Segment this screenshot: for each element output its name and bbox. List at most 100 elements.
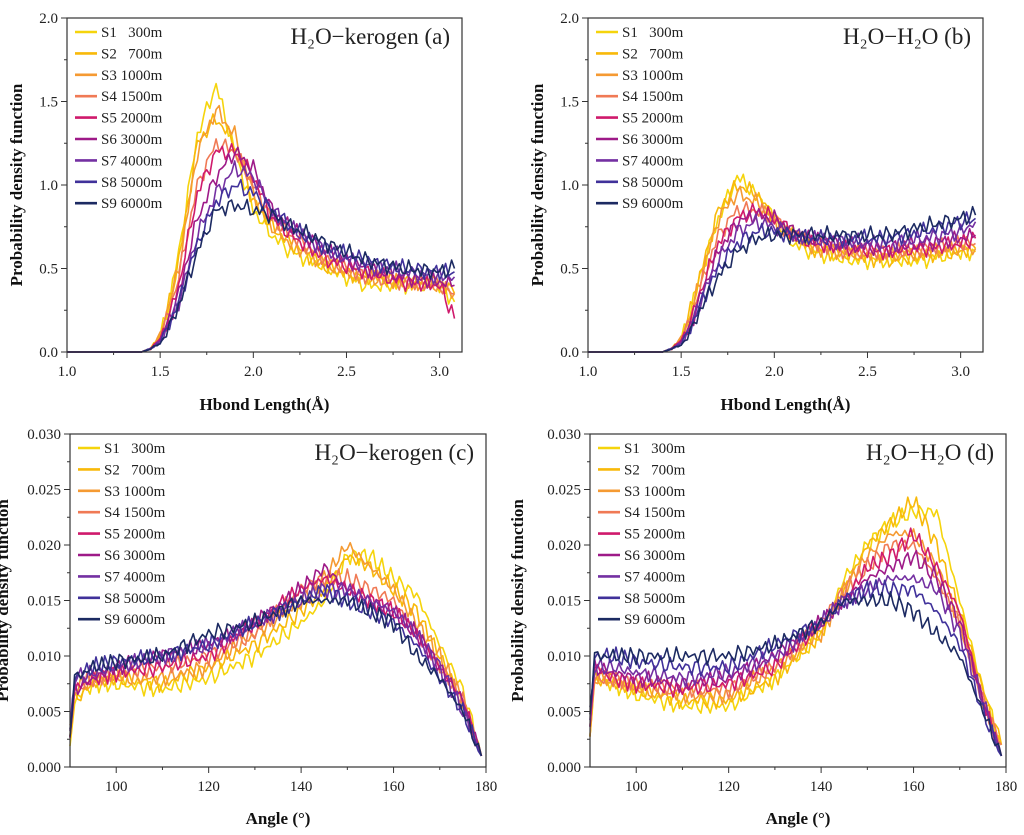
x-tick-label: 120 — [717, 779, 740, 795]
x-tick-label: 1.5 — [672, 364, 691, 380]
series-line-S1 — [589, 504, 1003, 746]
y-tick-label: 0.000 — [27, 760, 61, 776]
panel-title: H₂O−H₂O (d) — [866, 440, 994, 465]
panel-c: 100 120 140 160 180 0.000 0.005 0.010 0.015 0.020… — [0, 427, 497, 828]
legend-label-S3: S3 1000m — [622, 68, 684, 84]
series-line-S1 — [69, 548, 483, 757]
legend-label-S2: S2 700m — [624, 462, 686, 478]
legend-label-S5: S5 2000m — [104, 527, 166, 543]
x-tick-label: 120 — [197, 779, 220, 795]
legend-label-S4: S4 1500m — [622, 89, 684, 105]
y-tick-label: 1.5 — [39, 95, 58, 111]
y-tick-label: 0.015 — [547, 594, 581, 610]
y-tick-label: 0.0 — [560, 345, 579, 361]
y-tick-label: 0.005 — [27, 705, 61, 721]
series-line-S3 — [69, 541, 483, 757]
y-tick-label: 0.030 — [27, 427, 61, 443]
y-tick-label: 0.020 — [27, 538, 61, 554]
legend: S1 300m S2 700m S3 1000m S4 1500m S5 2000m S6… — [75, 25, 163, 212]
legend-label-S9: S9 6000m — [101, 196, 163, 212]
legend-label-S2: S2 700m — [104, 462, 166, 478]
y-tick-label: 0.000 — [547, 760, 581, 776]
panel-a: 1.0 1.5 2.0 2.5 3.0 0.0 0.5 1.0 1.5 2.0 Hbond Leng… — [7, 11, 463, 414]
legend-label-S7: S7 4000m — [624, 569, 686, 585]
legend-label-S6: S6 3000m — [622, 132, 684, 148]
y-tick-label: 0.025 — [27, 483, 61, 499]
x-axis-label: Angle (°) — [766, 809, 831, 828]
x-tick-label: 100 — [105, 779, 128, 795]
x-tick-label: 160 — [902, 779, 925, 795]
y-tick-label: 0.0 — [39, 345, 58, 361]
legend-label-S6: S6 3000m — [101, 132, 163, 148]
series-line-S8 — [69, 583, 483, 757]
y-tick-label: 2.0 — [560, 11, 579, 27]
y-tick-label: 0.005 — [547, 705, 581, 721]
x-tick-label: 1.0 — [579, 364, 598, 380]
legend-label-S9: S9 6000m — [104, 612, 166, 628]
x-axis-label: Hbond Length(Å) — [200, 395, 330, 414]
panel-d: 100 120 140 160 180 0.000 0.005 0.010 0.015 0.020… — [508, 427, 1017, 828]
legend: S1 300m S2 700m S3 1000m S4 1500m S5 2000m S6… — [598, 441, 686, 628]
y-tick-label: 0.020 — [547, 538, 581, 554]
y-tick-label: 2.0 — [39, 11, 58, 27]
x-tick-label: 3.0 — [430, 364, 449, 380]
series-line-S9 — [589, 590, 1003, 757]
y-axis-label: Probability density function — [7, 83, 26, 286]
panel-title: H₂O−kerogen (c) — [314, 440, 474, 465]
legend: S1 300m S2 700m S3 1000m S4 1500m S5 2000m S6… — [596, 25, 684, 212]
panel-b: 1.0 1.5 2.0 2.5 3.0 0.0 0.5 1.0 1.5 2.0 Hbond Leng… — [528, 11, 984, 414]
x-tick-label: 1.0 — [58, 364, 77, 380]
legend-label-S9: S9 6000m — [624, 612, 686, 628]
y-tick-label: 0.010 — [547, 649, 581, 665]
y-tick-label: 0.025 — [547, 483, 581, 499]
x-tick-label: 2.5 — [858, 364, 877, 380]
y-axis-label: Probability density function — [508, 499, 527, 702]
legend-label-S4: S4 1500m — [101, 89, 163, 105]
y-tick-label: 0.010 — [27, 649, 61, 665]
panel-title: H₂O−H₂O (b) — [843, 24, 971, 49]
legend-label-S7: S7 4000m — [622, 153, 684, 169]
series-line-S9 — [69, 595, 483, 757]
legend-label-S8: S8 5000m — [622, 175, 684, 191]
legend-label-S4: S4 1500m — [624, 505, 686, 521]
panel-title: H₂O−kerogen (a) — [290, 24, 450, 49]
x-tick-label: 140 — [290, 779, 313, 795]
legend-label-S1: S1 300m — [624, 441, 686, 457]
legend-label-S5: S5 2000m — [101, 111, 163, 127]
legend-label-S5: S5 2000m — [624, 527, 686, 543]
legend-label-S9: S9 6000m — [622, 196, 684, 212]
legend-label-S3: S3 1000m — [101, 68, 163, 84]
x-tick-label: 2.5 — [337, 364, 356, 380]
legend-label-S7: S7 4000m — [104, 569, 166, 585]
series-line-S4 — [589, 539, 1003, 746]
y-tick-label: 0.015 — [27, 594, 61, 610]
y-tick-label: 1.0 — [39, 178, 58, 194]
series-line-S4 — [67, 138, 455, 353]
x-tick-label: 160 — [382, 779, 405, 795]
x-tick-label: 140 — [810, 779, 833, 795]
legend-label-S3: S3 1000m — [104, 484, 166, 500]
legend-label-S7: S7 4000m — [101, 153, 163, 169]
y-tick-label: 1.5 — [560, 95, 579, 111]
x-axis-label: Angle (°) — [246, 809, 311, 828]
legend-label-S2: S2 700m — [101, 46, 163, 62]
y-tick-label: 1.0 — [560, 178, 579, 194]
y-tick-label: 0.030 — [547, 427, 581, 443]
legend-label-S6: S6 3000m — [624, 548, 686, 564]
y-axis-label: Probability density function — [0, 499, 12, 702]
series-line-S8 — [589, 579, 1003, 757]
legend-label-S1: S1 300m — [101, 25, 163, 41]
x-tick-label: 2.0 — [765, 364, 784, 380]
legend-label-S2: S2 700m — [622, 46, 684, 62]
series-line-S7 — [589, 574, 1003, 757]
x-tick-label: 3.0 — [951, 364, 970, 380]
legend-label-S1: S1 300m — [622, 25, 684, 41]
legend-label-S1: S1 300m — [104, 441, 166, 457]
x-tick-label: 180 — [475, 779, 498, 795]
legend-label-S8: S8 5000m — [101, 175, 163, 191]
y-tick-label: 0.5 — [560, 262, 579, 278]
x-tick-label: 100 — [625, 779, 648, 795]
y-tick-label: 0.5 — [39, 262, 58, 278]
legend-label-S8: S8 5000m — [104, 591, 166, 607]
legend-label-S4: S4 1500m — [104, 505, 166, 521]
